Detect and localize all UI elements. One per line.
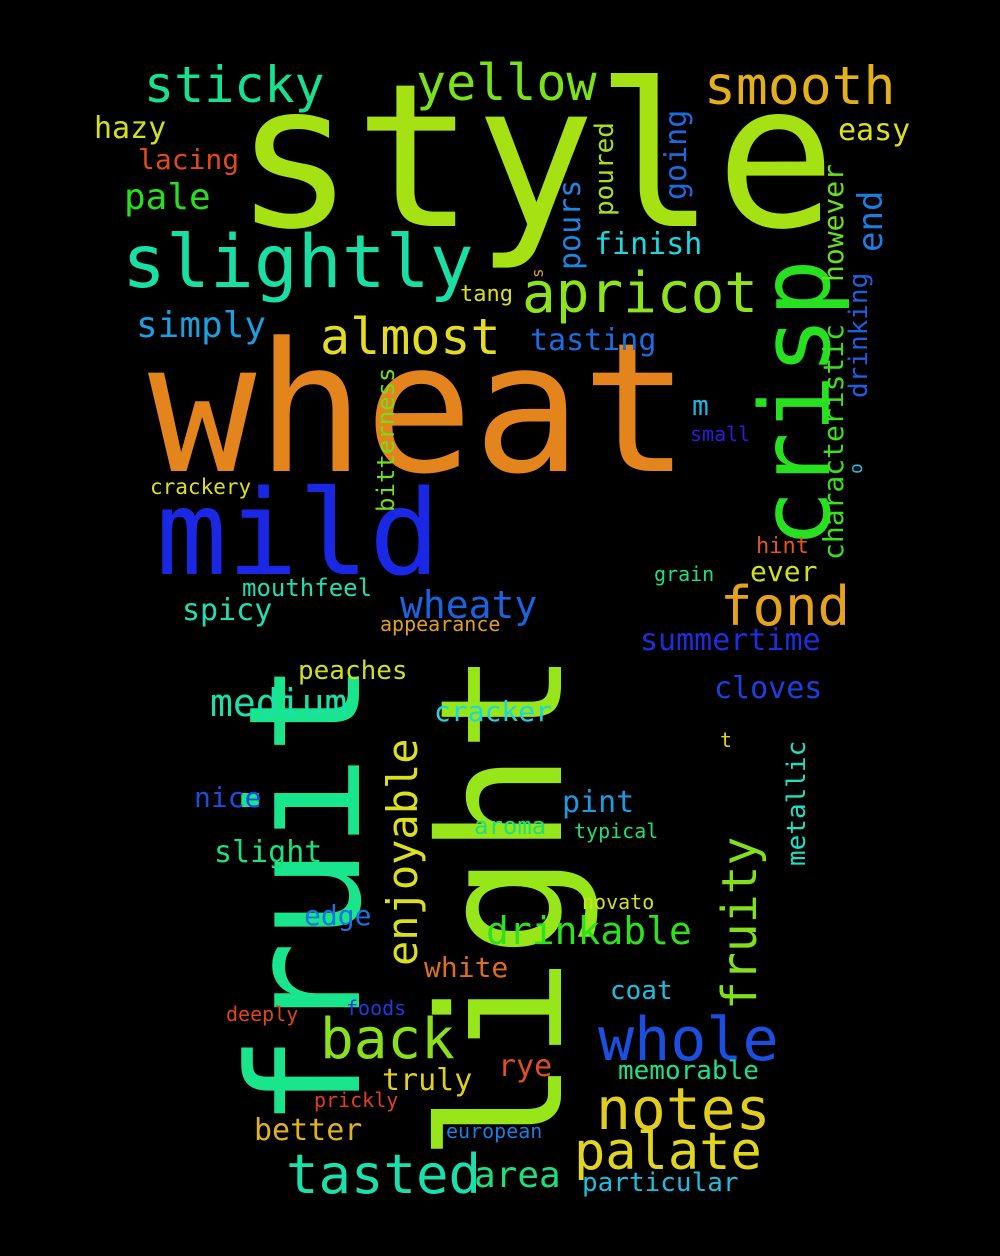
word-easy: easy [838,113,911,148]
word-enjoyable: enjoyable [378,738,427,966]
word-drinking: drinking [844,272,874,398]
word-truly: truly [382,1063,473,1098]
word-mild: mild [156,464,441,602]
word-bitterness: bitterness [372,367,400,513]
word-medium: medium [210,681,348,725]
word-white: white [424,951,509,984]
word-european: european [446,1119,543,1143]
word-tasting: tasting [530,323,657,358]
word-memorable: memorable [618,1056,759,1086]
word-palate: palate [574,1122,762,1182]
word-yellow: yellow [416,54,597,112]
word-sticky: sticky [144,56,325,114]
word-fruity: fruity [712,836,768,1010]
word-notes: notes [596,1075,771,1143]
word-edge: edge [304,899,372,932]
word-spicy: spicy [182,593,273,628]
word-wheaty: wheaty [400,583,538,627]
word-apricot: apricot [522,261,759,326]
word-peaches: peaches [298,656,408,686]
word-aroma: aroma [474,812,547,840]
word-cracker: cracker [434,695,553,728]
word-hint: hint [756,534,809,559]
word-end: end [851,190,891,252]
word-tasted: tasted [286,1143,482,1206]
word-typical: typical [574,819,659,843]
word-nice: nice [194,781,262,814]
word-slight: slight [214,835,323,870]
word-back: back [320,1007,455,1072]
word-mouthfeel: mouthfeel [242,574,373,602]
word-prickly: prickly [314,1088,399,1112]
word-simply: simply [136,305,267,346]
word-style: style [234,41,837,274]
word-summertime: summertime [640,623,821,658]
word-finish: finish [594,227,703,262]
word-cloves: cloves [714,671,823,706]
word-ever: ever [750,555,818,588]
word-novato: novato [582,890,655,914]
word-wheat: wheat [148,305,690,514]
word-deeply: deeply [226,1002,299,1026]
word-slightly: slightly [122,220,474,305]
word-drinkable: drinkable [486,909,692,953]
word-however: however [817,163,850,282]
word-area: area [474,1155,561,1196]
word-pale: pale [124,177,211,218]
word-particular: particular [582,1168,739,1198]
word-foods: foods [346,996,407,1020]
word-tang: tang [460,282,513,307]
word-m: m [692,389,709,422]
word-smooth: smooth [704,56,896,117]
word-appearance: appearance [380,612,501,636]
word-small: small [690,422,751,446]
word-whole: whole [598,1005,779,1075]
word-almost: almost [320,308,501,366]
word-pint: pint [562,785,635,820]
word-s: s [528,268,547,278]
word-going: going [659,109,694,200]
word-fond: fond [720,575,851,638]
word-metallic: metallic [782,740,812,866]
word-poured: poured [590,122,620,216]
word-lacing: lacing [138,143,240,176]
word-coat: coat [610,976,673,1006]
word-grain: grain [654,562,715,586]
word-crackery: crackery [150,475,252,499]
word-pours: pours [553,179,588,270]
word-t: t [720,728,733,752]
word-rye: rye [498,1049,553,1084]
word-better: better [254,1113,363,1148]
word-hazy: hazy [94,111,167,146]
word-o: o [846,463,867,474]
